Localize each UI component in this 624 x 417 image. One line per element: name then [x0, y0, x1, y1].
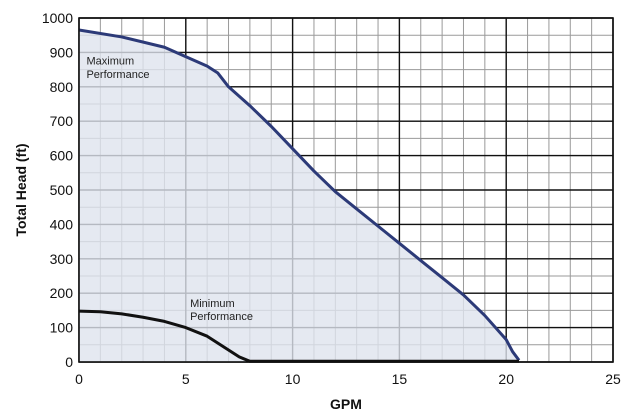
- annotation-label: Performance: [190, 311, 253, 323]
- y-tick-label: 800: [50, 79, 74, 95]
- y-axis-ticks: 0 100 200 300 400 500 600 700 800 900 1000: [42, 10, 73, 370]
- y-tick-label: 200: [50, 285, 74, 301]
- min-performance-line: [78, 309, 520, 363]
- x-axis-title: GPM: [330, 396, 362, 412]
- y-tick-label: 0: [65, 354, 73, 370]
- annotation-label: Minimum: [190, 298, 235, 310]
- y-tick-label: 600: [50, 148, 74, 164]
- max-performance-area: [79, 30, 520, 362]
- y-tick-label: 400: [50, 216, 74, 232]
- x-tick-label: 10: [285, 371, 301, 387]
- annotation-label: Maximum: [86, 55, 134, 67]
- x-tick-label: 0: [75, 371, 83, 387]
- x-tick-label: 20: [498, 371, 514, 387]
- y-tick-label: 500: [50, 182, 74, 198]
- max-performance-line: [78, 28, 521, 362]
- y-tick-label: 700: [50, 113, 74, 129]
- x-tick-label: 5: [182, 371, 190, 387]
- y-tick-label: 1000: [42, 10, 73, 26]
- y-tick-label: 100: [50, 320, 74, 336]
- x-tick-label: 25: [605, 371, 621, 387]
- annotation-label: Performance: [86, 69, 149, 81]
- y-tick-label: 900: [50, 44, 74, 60]
- x-tick-label: 15: [392, 371, 408, 387]
- plot-frame: [78, 17, 614, 363]
- y-axis-title: Total Head (ft): [13, 143, 29, 236]
- y-tick-label: 300: [50, 251, 74, 267]
- x-axis-ticks: 0 5 10 15 20 25: [75, 371, 621, 387]
